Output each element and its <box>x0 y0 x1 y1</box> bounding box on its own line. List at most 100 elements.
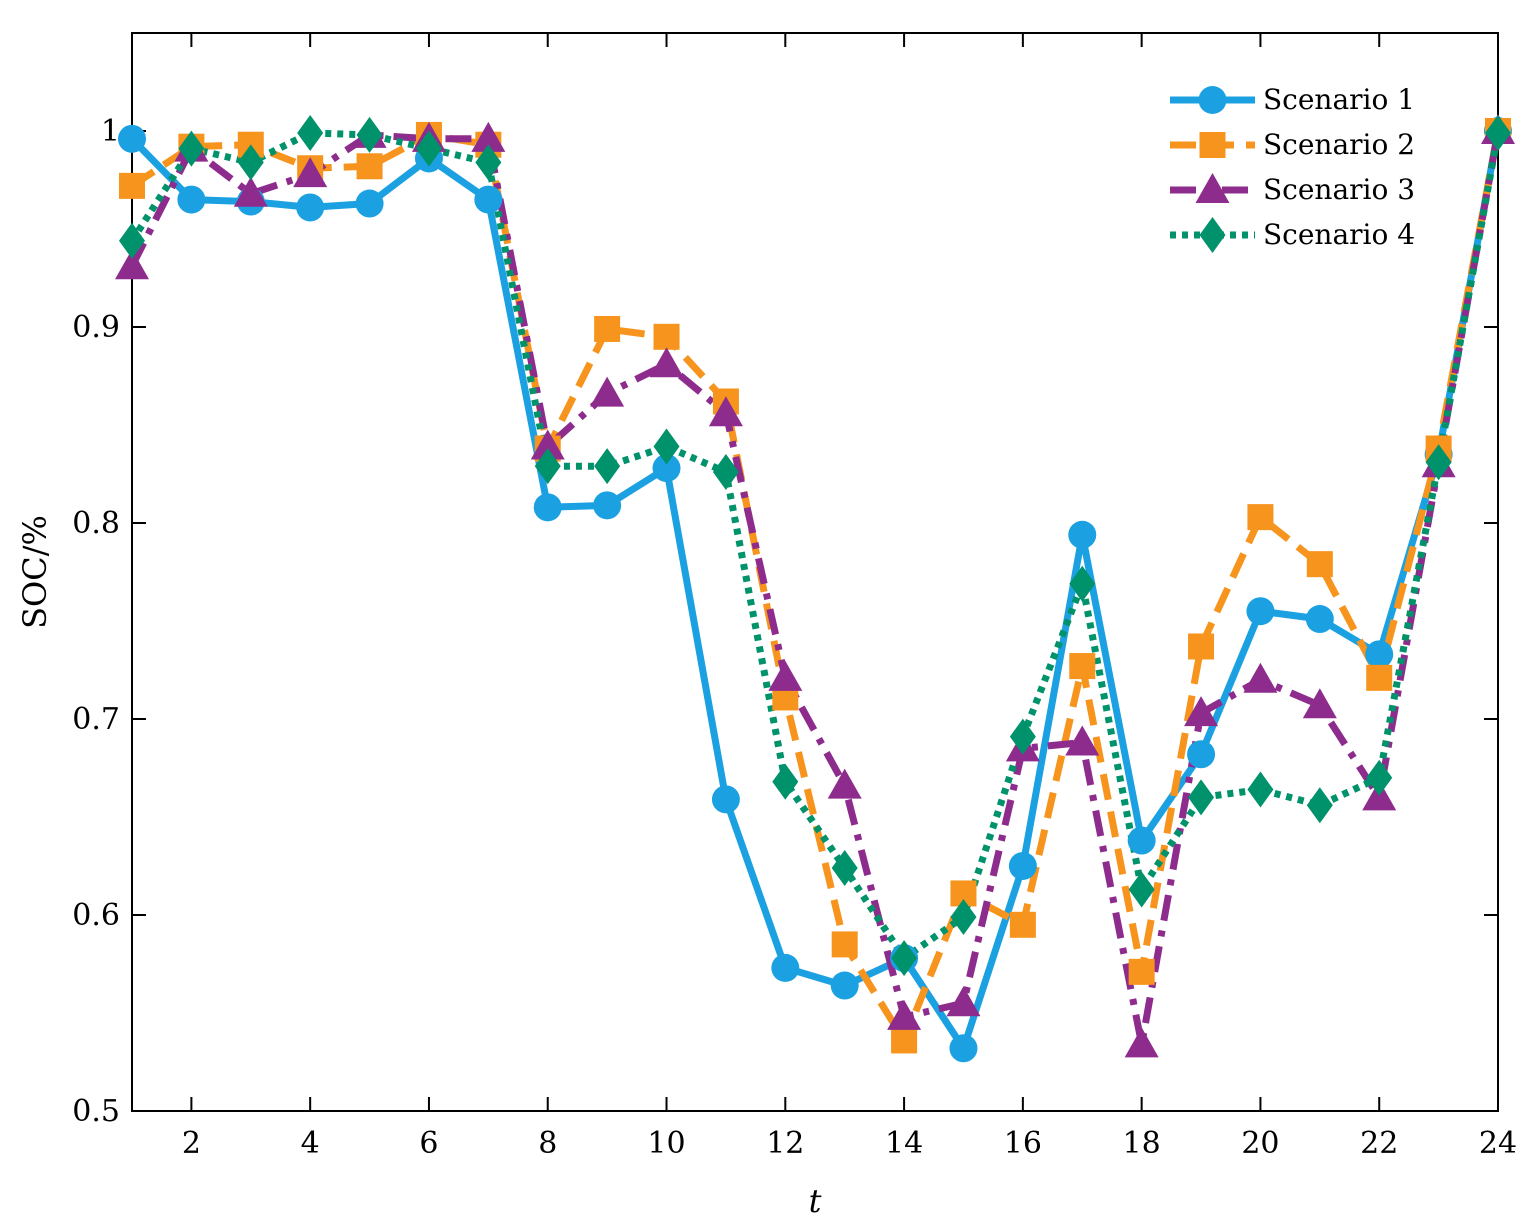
data-point <box>887 999 922 1030</box>
data-point <box>178 130 205 167</box>
x-tick-label: 12 <box>766 1126 804 1161</box>
data-point <box>1306 551 1333 578</box>
data-point <box>1069 653 1096 680</box>
data-point <box>1009 911 1036 938</box>
data-point <box>827 768 862 799</box>
data-point <box>1127 826 1156 855</box>
y-tick-label: 1 <box>101 114 120 149</box>
y-tick-label: 0.6 <box>72 898 120 933</box>
data-point <box>593 491 622 520</box>
data-point <box>653 428 680 465</box>
legend-marker <box>1199 217 1226 253</box>
data-point <box>891 1027 918 1054</box>
data-point <box>1485 114 1511 151</box>
data-point <box>475 144 502 181</box>
data-point <box>708 396 743 427</box>
data-point <box>293 157 328 188</box>
x-tick-label: 14 <box>885 1126 923 1161</box>
data-point <box>1365 640 1394 669</box>
data-point <box>1243 662 1278 693</box>
data-point <box>594 315 621 342</box>
y-tick-label: 0.8 <box>72 506 120 541</box>
legend: Scenario 1 Scenario 2 Scenario 3 Scenario 4 <box>1170 83 1415 253</box>
x-tick-label: 4 <box>301 1126 320 1161</box>
x-tick-label: 8 <box>538 1126 557 1161</box>
data-point <box>297 114 324 151</box>
legend-entry-4: Scenario 4 <box>1170 217 1415 253</box>
data-point <box>415 130 442 167</box>
data-point <box>356 153 383 180</box>
data-point <box>237 144 264 181</box>
data-point <box>355 189 384 218</box>
data-point <box>115 249 149 280</box>
y-tick-label: 0.9 <box>72 310 120 345</box>
data-point <box>649 347 684 378</box>
data-point <box>831 931 858 958</box>
data-point <box>1425 444 1452 481</box>
x-tick-label: 18 <box>1123 1126 1161 1161</box>
y-axis-title: SOC/% <box>16 515 54 629</box>
axis-ticks: 2 4 6 8 10 12 14 16 18 20 22 240.50.60.70.80.91 <box>72 33 1517 1161</box>
x-tick-label: 6 <box>419 1126 438 1161</box>
data-point <box>830 971 859 1000</box>
x-tick-label: 20 <box>1241 1126 1279 1161</box>
data-point <box>590 376 625 407</box>
series-markers-4 <box>119 114 1511 977</box>
data-point <box>1247 771 1274 808</box>
data-point <box>652 454 681 483</box>
data-point <box>530 429 565 460</box>
data-point <box>712 454 739 491</box>
legend-marker <box>1198 86 1227 114</box>
data-point <box>1184 696 1219 727</box>
data-point <box>1246 597 1275 626</box>
data-point <box>1188 779 1215 816</box>
legend-entry-3: Scenario 3 <box>1170 173 1415 206</box>
data-point <box>1305 605 1334 634</box>
data-point <box>118 124 146 153</box>
data-point <box>653 323 680 350</box>
data-point <box>1306 787 1333 824</box>
data-point <box>1302 688 1337 719</box>
legend-marker <box>1199 132 1226 158</box>
data-point <box>831 849 858 886</box>
data-point <box>1188 633 1215 660</box>
x-tick-label: 16 <box>1004 1126 1042 1161</box>
data-point <box>1366 664 1393 691</box>
data-point <box>296 193 325 222</box>
data-point <box>233 176 268 207</box>
data-point <box>768 660 803 691</box>
data-point <box>771 953 800 982</box>
data-point <box>119 222 145 259</box>
y-tick-label: 0.5 <box>72 1094 120 1129</box>
data-point <box>950 898 977 935</box>
data-point <box>1009 718 1036 755</box>
data-point <box>1128 871 1155 908</box>
x-tick-label: 10 <box>647 1126 685 1161</box>
x-axis-title: t <box>809 1182 822 1220</box>
data-point <box>946 986 981 1017</box>
x-tick-label: 24 <box>1479 1126 1517 1161</box>
data-point <box>772 763 799 800</box>
data-point <box>1065 725 1100 756</box>
data-point <box>533 493 562 522</box>
data-point <box>1128 958 1155 985</box>
data-point <box>711 785 740 814</box>
legend-label: Scenario 1 <box>1263 83 1415 116</box>
data-point <box>474 185 503 214</box>
x-tick-label: 22 <box>1360 1126 1398 1161</box>
legend-label: Scenario 4 <box>1263 218 1415 251</box>
legend-label: Scenario 2 <box>1263 128 1415 161</box>
data-point <box>594 448 621 485</box>
data-point <box>1366 759 1393 796</box>
legend-entry-1: Scenario 1 <box>1170 83 1415 116</box>
data-point <box>534 448 561 485</box>
data-point <box>356 116 383 153</box>
data-point <box>1124 1027 1159 1058</box>
series-markers <box>115 114 1515 1063</box>
y-tick-label: 0.7 <box>72 702 120 737</box>
legend-label: Scenario 3 <box>1263 173 1415 206</box>
data-point <box>1068 520 1097 549</box>
data-point <box>949 1034 978 1063</box>
x-tick-label: 2 <box>182 1126 201 1161</box>
